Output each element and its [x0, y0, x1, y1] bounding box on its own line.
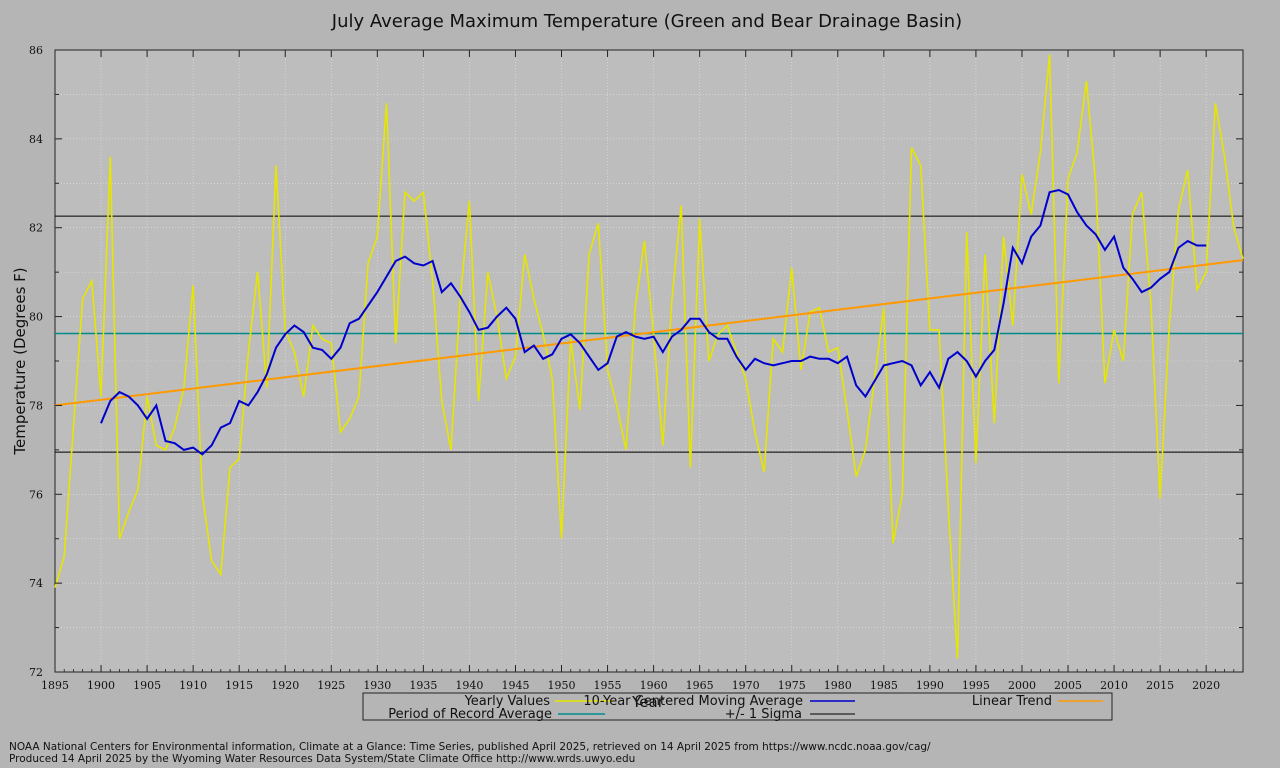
y-tick-label: 82	[29, 222, 43, 235]
x-tick-label: 2005	[1054, 679, 1082, 692]
legend-label-record-avg: Period of Record Average	[388, 707, 552, 722]
x-tick-label: 2015	[1146, 679, 1174, 692]
x-tick-label: 2020	[1192, 679, 1220, 692]
series	[54, 54, 1244, 659]
x-tick-label: 1900	[87, 679, 115, 692]
x-tick-label: 1950	[548, 679, 576, 692]
x-tick-label: 2010	[1100, 679, 1128, 692]
x-tick-label: 1955	[594, 679, 622, 692]
y-axis-label: Temperature (Degrees F)	[11, 267, 29, 455]
x-tick-label: 1985	[870, 679, 898, 692]
yearly-values-line	[54, 54, 1244, 659]
legend-label-yearly: Yearly Values	[464, 694, 551, 709]
chart-title: July Average Maximum Temperature (Green …	[331, 11, 962, 32]
legend: Yearly Values 10-Year Centered Moving Av…	[362, 692, 1113, 722]
y-tick-label: 74	[29, 577, 43, 590]
y-tick-label: 72	[29, 666, 43, 679]
footer-credit: Produced 14 April 2025 by the Wyoming Wa…	[9, 753, 636, 765]
moving-average-line	[100, 188, 1207, 456]
x-tick-label: 1915	[225, 679, 253, 692]
legend-box	[362, 692, 1113, 721]
x-tick-label: 1980	[824, 679, 852, 692]
linear-trend-line	[54, 259, 1244, 407]
footer-source: NOAA National Centers for Environmental …	[9, 741, 931, 753]
x-tick-label: 1935	[409, 679, 437, 692]
x-tick-label: 1920	[271, 679, 299, 692]
x-tick-label: 1960	[640, 679, 668, 692]
x-tick-label: 1975	[778, 679, 806, 692]
x-tick-label: 1925	[317, 679, 345, 692]
grid	[55, 50, 1243, 672]
x-axis-label: Year	[631, 693, 665, 711]
x-tick-label: 1940	[455, 679, 483, 692]
x-tick-label: 1970	[732, 679, 760, 692]
ticks: 1895 1900 1905 1910 1915 1920 1925 1930 1935 1940…	[29, 44, 1244, 692]
x-tick-label: 1930	[363, 679, 391, 692]
y-tick-label: 84	[29, 133, 43, 146]
x-tick-label: 2000	[1008, 679, 1036, 692]
y-tick-label: 78	[29, 399, 43, 412]
x-tick-label: 1995	[962, 679, 990, 692]
x-tick-label: 1945	[501, 679, 529, 692]
x-tick-label: 1905	[133, 679, 161, 692]
legend-label-trend: Linear Trend	[972, 694, 1052, 709]
x-tick-label: 1895	[41, 679, 69, 692]
x-tick-label: 1965	[686, 679, 714, 692]
y-tick-label: 86	[29, 44, 43, 57]
x-tick-label: 1910	[179, 679, 207, 692]
legend-label-sigma: +/- 1 Sigma	[725, 707, 802, 722]
legend-label-moving-avg: 10-Year Centered Moving Average	[583, 694, 803, 709]
x-tick-label: 1990	[916, 679, 944, 692]
y-tick-label: 80	[29, 311, 43, 324]
y-tick-label: 76	[29, 488, 43, 501]
